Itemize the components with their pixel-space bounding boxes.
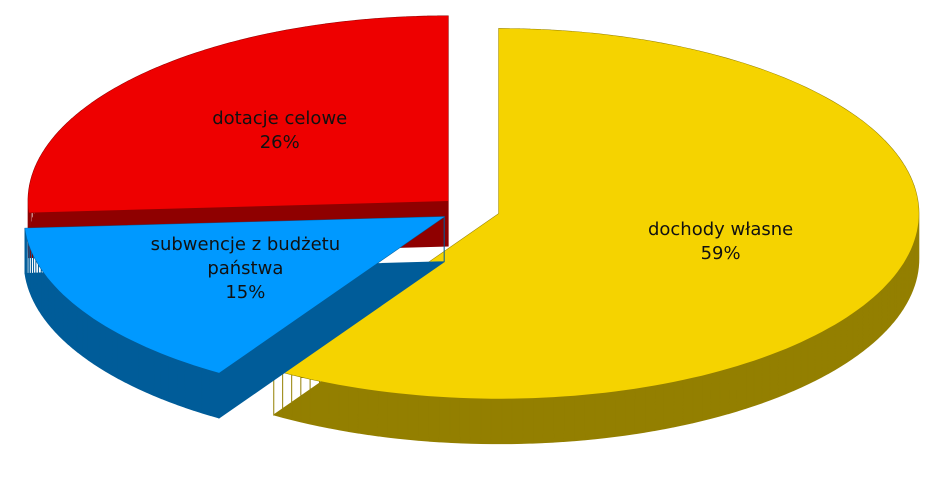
value-label: 59% <box>700 243 741 265</box>
slice <box>28 16 449 213</box>
slice <box>25 216 445 373</box>
value-label: 26% <box>259 132 300 154</box>
data-label: dotacje celowe 26% <box>170 107 390 155</box>
data-label: dochody własne 59% <box>611 218 831 266</box>
category-label: subwencje z budżetu państwa <box>150 233 341 279</box>
category-label: dochody własne <box>647 219 794 241</box>
category-label: dotacje celowe <box>212 108 348 130</box>
slice <box>273 28 919 399</box>
value-label: 15% <box>225 281 266 303</box>
data-label: subwencje z budżetu państwa 15% <box>145 233 345 305</box>
